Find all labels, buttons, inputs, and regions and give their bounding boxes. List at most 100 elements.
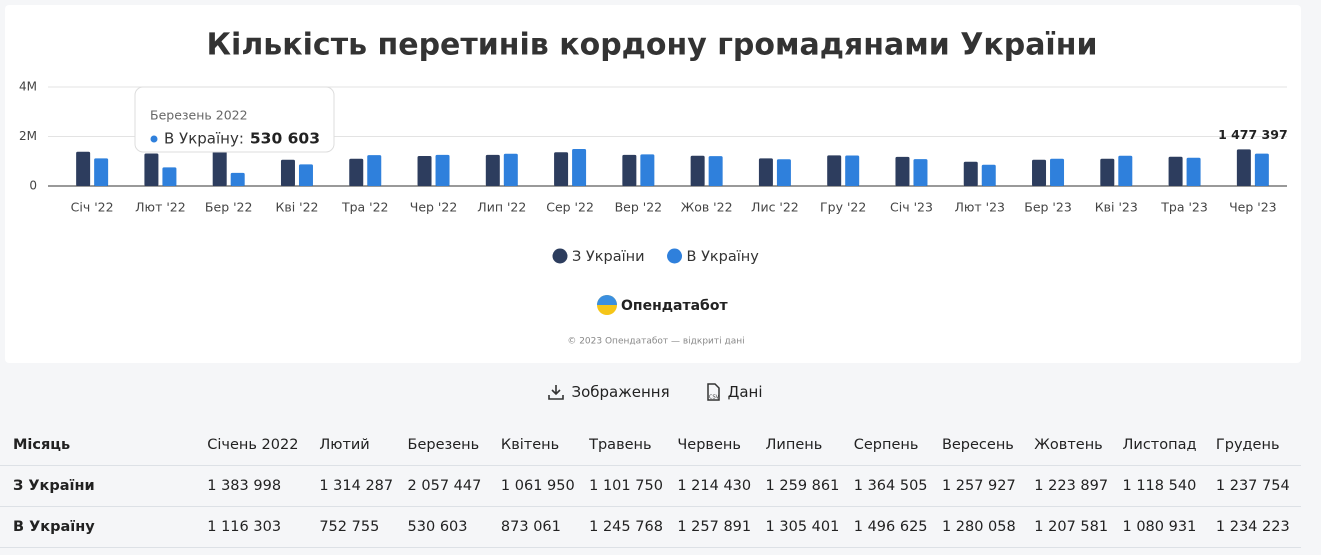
bar bbox=[367, 155, 382, 186]
bar bbox=[349, 158, 364, 186]
x-tick-label: Січ '23 bbox=[890, 200, 933, 215]
bar bbox=[758, 158, 773, 186]
bar bbox=[298, 164, 313, 186]
table-cell: 1 080 931 bbox=[1114, 506, 1208, 548]
icon: CSV bbox=[706, 383, 720, 401]
button-label: Дані bbox=[727, 383, 763, 401]
table-row: З України 1 383 998 1 314 287 2 057 447 1 06… bbox=[0, 465, 1301, 507]
button-label: Зображення bbox=[571, 383, 670, 401]
brand: Опендатабот bbox=[621, 298, 728, 314]
table-cell: 1 280 058 bbox=[933, 506, 1027, 548]
x-tick-label: Січ '22 bbox=[71, 200, 114, 215]
table-cell: Січен bbox=[1296, 425, 1301, 466]
bar bbox=[1236, 149, 1251, 186]
bar bbox=[845, 155, 860, 186]
bar bbox=[554, 152, 569, 186]
table-cell: 1 364 505 bbox=[845, 465, 934, 507]
tooltip-title: Березень 2022 bbox=[150, 108, 248, 123]
table-cell: 1 245 768 bbox=[581, 506, 670, 548]
value-label: 1 477 397 bbox=[1218, 127, 1288, 142]
table-cell: 1 305 401 bbox=[757, 506, 846, 548]
table-cell: 1 116 303 bbox=[199, 506, 312, 548]
tooltip-label: В Україну: bbox=[164, 130, 244, 148]
x-tick-label: Лют '22 bbox=[135, 200, 186, 215]
x-tick-label: Лют '23 bbox=[954, 200, 1005, 215]
table-cell: Квітень bbox=[492, 425, 582, 466]
x-tick-label: Гру '22 bbox=[820, 200, 866, 215]
bar bbox=[144, 153, 159, 186]
bar bbox=[963, 161, 978, 186]
svg-text:CSV: CSV bbox=[709, 395, 720, 401]
tooltip-box bbox=[134, 86, 335, 153]
table-cell: 1 061 950 bbox=[492, 465, 582, 507]
legend-label: З України bbox=[572, 249, 645, 265]
table-cell: 2 057 447 bbox=[399, 465, 493, 507]
table-row: В Україну 1 116 303 752 755 530 603 873 061 1… bbox=[0, 506, 1301, 548]
table-cell: Травень bbox=[581, 425, 670, 466]
table-cell: 752 755 bbox=[311, 506, 400, 548]
table-cell: Липень bbox=[757, 425, 846, 466]
table-cell: Червень bbox=[669, 425, 758, 466]
x-tick-label: Тра '22 bbox=[341, 200, 389, 215]
bar bbox=[1118, 155, 1133, 186]
bar bbox=[230, 172, 245, 186]
table-cell: 1 101 750 bbox=[581, 465, 670, 507]
chart-card: Кількість перетинів кордону громадянами … bbox=[5, 5, 1301, 363]
x-tick-label: Лип '22 bbox=[477, 200, 526, 215]
icon bbox=[548, 385, 565, 400]
table-cell: 1 314 287 bbox=[311, 465, 400, 507]
y-tick-label: 4M bbox=[19, 80, 37, 94]
x-tick-label: Бер '23 bbox=[1024, 200, 1072, 215]
table-cell: Місяць bbox=[0, 425, 200, 466]
bar bbox=[94, 158, 109, 186]
table-cell: 1 257 891 bbox=[669, 506, 758, 548]
table-row: Місяць Січень 2022 Лютий Березень Квітень Тра… bbox=[0, 425, 1301, 466]
x-tick-label: Кві '23 bbox=[1095, 200, 1138, 215]
bar bbox=[162, 167, 177, 186]
table-cell: 1 257 927 bbox=[933, 465, 1027, 507]
bar bbox=[485, 154, 500, 186]
x-tick-label: Сер '22 bbox=[546, 200, 594, 215]
table-cell: 1 496 625 bbox=[845, 506, 934, 548]
table-cell: 1 175 bbox=[1296, 465, 1301, 507]
bar bbox=[640, 154, 655, 186]
x-tick-label: Лис '22 bbox=[751, 200, 799, 215]
table-cell: Жовтень bbox=[1026, 425, 1115, 466]
download-image[interactable]: Зображення bbox=[547, 383, 670, 401]
bar bbox=[572, 148, 587, 186]
bar bbox=[1186, 157, 1201, 186]
bar bbox=[708, 156, 723, 186]
table-cell: Листопад bbox=[1114, 425, 1208, 466]
buttons: Зображення CSV Дані bbox=[0, 383, 1310, 401]
tooltip-value: 530 603 bbox=[250, 130, 320, 148]
legend-label: В Україну bbox=[687, 249, 760, 265]
table-cell: 1 259 861 bbox=[757, 465, 846, 507]
legend-swatch bbox=[667, 248, 683, 264]
tooltip-swatch bbox=[150, 135, 158, 143]
y-tick-label: 2M bbox=[19, 129, 37, 143]
bar bbox=[1168, 156, 1183, 186]
table-cell: З України bbox=[0, 465, 200, 507]
x-tick-label: Чер '22 bbox=[410, 200, 458, 215]
table-cell: 1 383 998 bbox=[199, 465, 312, 507]
table-cell: 1 088 bbox=[1296, 506, 1301, 548]
table-cell: 1 237 754 bbox=[1207, 465, 1297, 507]
chart: Кількість перетинів кордону громадянами … bbox=[19, 28, 1288, 347]
download-data[interactable]: CSV Дані bbox=[704, 383, 763, 401]
table-cell: 1 207 581 bbox=[1026, 506, 1115, 548]
table-cell: Березень bbox=[399, 425, 493, 466]
y-tick-label: 0 bbox=[29, 179, 37, 193]
legend-swatch bbox=[552, 248, 568, 264]
bar bbox=[1050, 158, 1065, 186]
bar bbox=[622, 154, 637, 186]
table-cell: Січень 2022 bbox=[199, 425, 312, 466]
x-tick-label: Бер '22 bbox=[205, 200, 253, 215]
table-cell: 1 234 223 bbox=[1207, 506, 1297, 548]
table-cell: Серпень bbox=[845, 425, 934, 466]
table-cell: 1 118 540 bbox=[1114, 465, 1208, 507]
bar bbox=[1254, 153, 1269, 186]
bar bbox=[435, 154, 450, 186]
table-cell: 873 061 bbox=[492, 506, 582, 548]
x-tick-label: Чер '23 bbox=[1229, 200, 1277, 215]
